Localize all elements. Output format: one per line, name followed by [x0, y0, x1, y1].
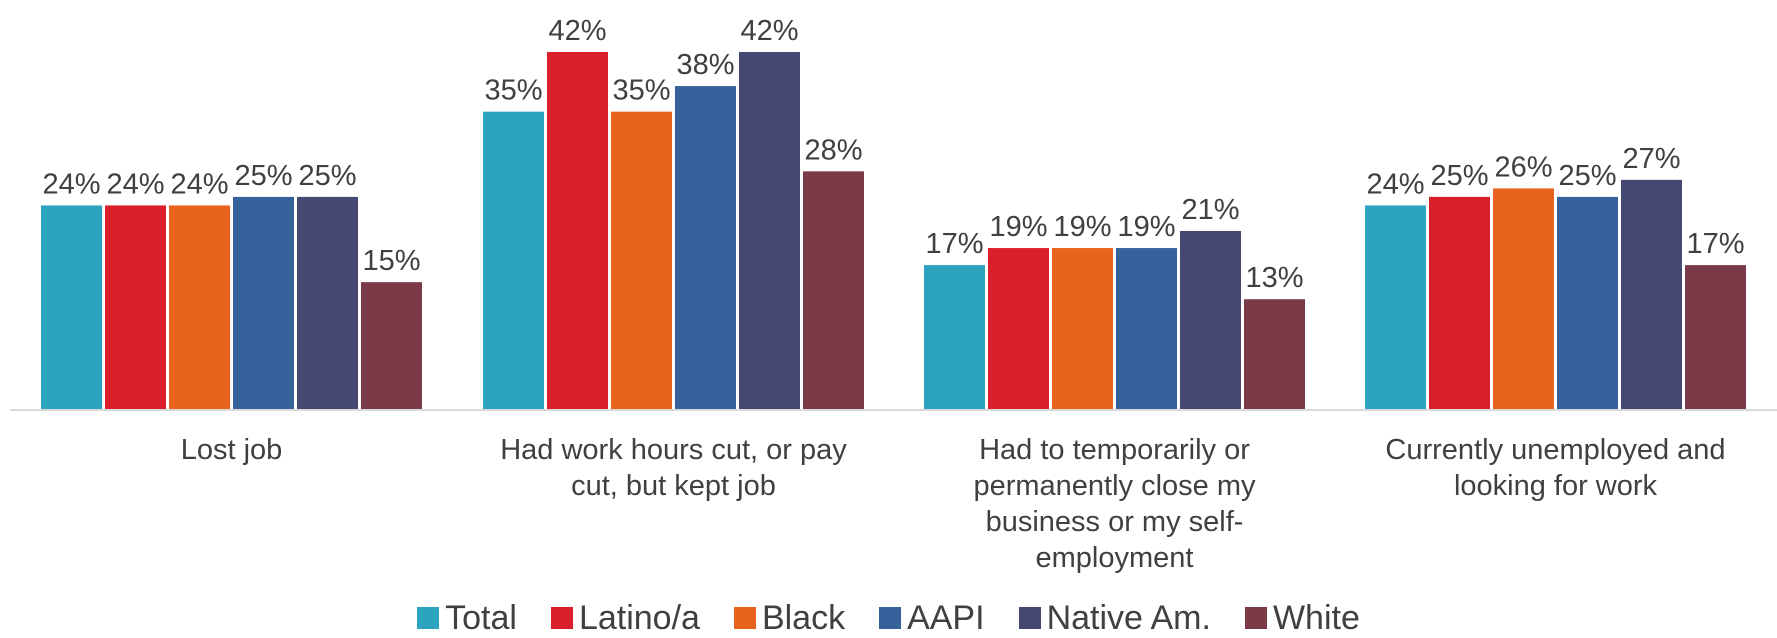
bar-white-2	[1244, 299, 1305, 410]
legend-label: Total	[445, 598, 517, 637]
data-label: 35%	[612, 75, 670, 107]
bar-total-3	[1365, 205, 1426, 410]
legend-swatch	[417, 607, 440, 629]
bar-total-0	[41, 205, 102, 410]
data-label: 42%	[740, 15, 798, 47]
data-label: 25%	[298, 160, 356, 192]
legend-swatch	[1018, 607, 1041, 629]
bar-latino-a-0	[105, 205, 166, 410]
data-label: 25%	[234, 160, 292, 192]
bar-aapi-3	[1557, 196, 1618, 410]
category-label: looking for work	[1454, 470, 1658, 502]
data-label: 38%	[676, 49, 734, 81]
data-label: 24%	[42, 168, 100, 200]
data-label: 28%	[804, 134, 862, 166]
bar-chart: 24%35%17%24%24%42%19%25%24%35%19%26%25%3…	[10, 15, 1777, 574]
legend-item: Black	[733, 598, 846, 638]
legend-swatch	[550, 607, 573, 629]
bar-native-am-1	[739, 52, 800, 410]
legend-swatch	[879, 607, 902, 629]
category-label: Lost job	[181, 434, 283, 466]
data-label: 19%	[1053, 211, 1111, 243]
data-label: 24%	[106, 168, 164, 200]
legend-item: AAPI	[879, 598, 985, 638]
data-label: 15%	[362, 245, 420, 277]
category-label: permanently close my	[973, 470, 1256, 502]
data-label: 13%	[1245, 262, 1303, 294]
legend-item: Latino/a	[550, 598, 700, 638]
legend-label: AAPI	[907, 598, 985, 637]
bar-latino-a-3	[1429, 196, 1490, 410]
data-label: 27%	[1622, 143, 1680, 175]
data-label: 26%	[1494, 151, 1552, 183]
data-label: 21%	[1181, 194, 1239, 226]
legend-item: White	[1244, 598, 1360, 638]
category-label: Had work hours cut, or pay	[500, 434, 847, 466]
bar-white-3	[1685, 265, 1746, 410]
data-label: 35%	[484, 75, 542, 107]
bar-black-3	[1493, 188, 1554, 410]
category-label: business or my self-	[986, 506, 1244, 538]
bar-latino-a-1	[547, 52, 608, 410]
bar-native-am-2	[1180, 231, 1241, 410]
legend-item: Total	[417, 599, 517, 638]
category-label: Currently unemployed and	[1385, 434, 1725, 466]
bar-latino-a-2	[988, 248, 1049, 410]
data-label: 25%	[1430, 160, 1488, 192]
bar-native-am-3	[1621, 179, 1682, 410]
category-label: employment	[1036, 542, 1194, 574]
legend-label: Latino/a	[578, 598, 700, 637]
legend-item: Native Am.	[1018, 598, 1211, 638]
data-label: 24%	[170, 168, 228, 200]
bar-aapi-0	[233, 196, 294, 410]
bar-black-1	[611, 111, 672, 411]
legend-swatch	[733, 607, 756, 629]
category-label: cut, but kept job	[571, 470, 776, 502]
bar-aapi-1	[675, 86, 736, 410]
bar-aapi-2	[1116, 248, 1177, 410]
data-label: 17%	[1686, 228, 1744, 260]
bar-total-2	[924, 265, 985, 410]
data-label: 19%	[989, 211, 1047, 243]
value-labels-layer: 24%35%17%24%24%42%19%25%24%35%19%26%25%3…	[42, 15, 1744, 294]
data-label: 25%	[1558, 160, 1616, 192]
data-label: 24%	[1366, 168, 1424, 200]
data-label: 42%	[548, 15, 606, 47]
legend-label: Black	[761, 598, 846, 637]
data-label: 19%	[1117, 211, 1175, 243]
bar-total-1	[483, 111, 544, 411]
legend-label: White	[1272, 598, 1360, 637]
bar-white-0	[361, 282, 422, 410]
bars-layer	[41, 52, 1746, 411]
legend-swatch	[1244, 607, 1267, 629]
legend: Total Latino/a Black AAPI Native Am. White	[0, 598, 1777, 638]
data-label: 17%	[925, 228, 983, 260]
bar-native-am-0	[297, 196, 358, 410]
bar-white-1	[803, 171, 864, 410]
legend-label: Native Am.	[1046, 598, 1211, 637]
bar-black-0	[169, 205, 230, 410]
category-labels-layer: Lost job Had work hours cut, or pay cut, b…	[181, 434, 1726, 574]
category-label: Had to temporarily or	[979, 434, 1250, 466]
bar-black-2	[1052, 248, 1113, 410]
